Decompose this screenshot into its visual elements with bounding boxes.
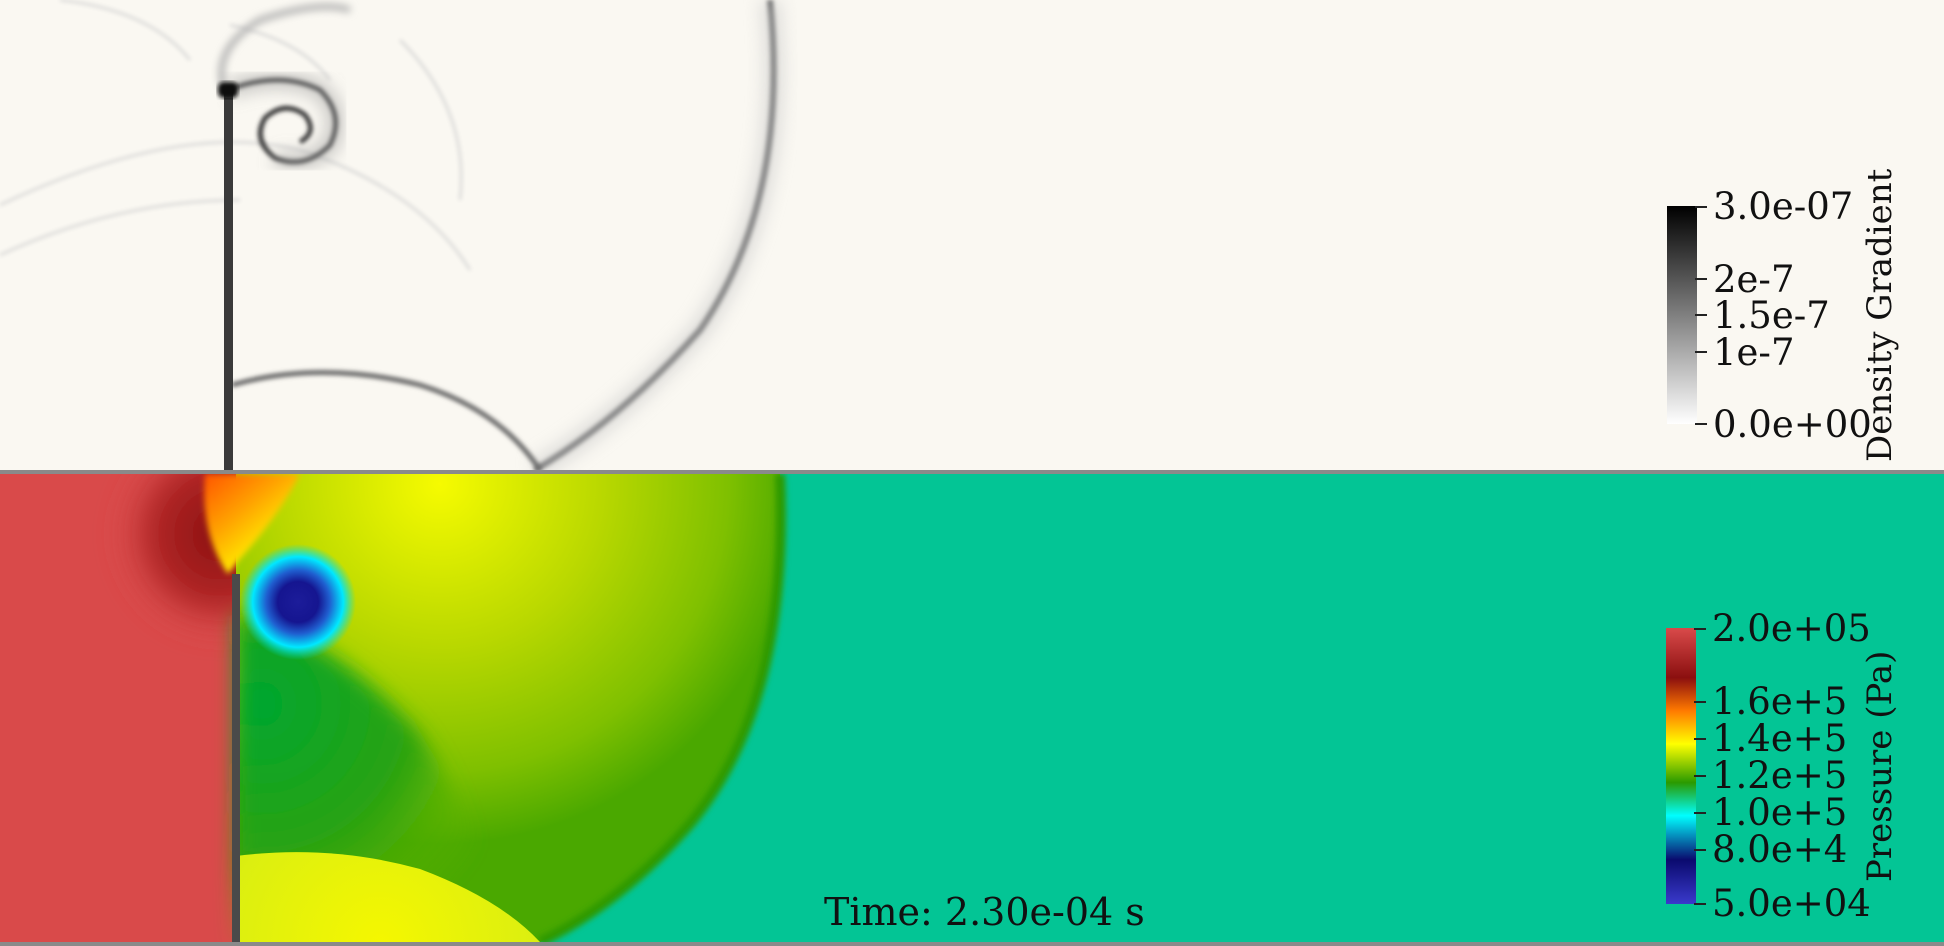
- pressure-splitter-plate: [232, 574, 240, 942]
- density-gradient-panel: 3.0e-07 2e-7 1.5e-7 1e-7 0.0e+00 Density…: [0, 0, 1944, 470]
- density-gradient-field: [0, 0, 785, 470]
- pressure-colorbar-title: Pressure (Pa): [1860, 650, 1900, 882]
- pressure-colorbar-gradient: [1666, 628, 1696, 904]
- pressure-tick-1.6e5: 1.6e+5: [1712, 680, 1848, 723]
- bottom-border: [0, 942, 1944, 946]
- vortex-spiral: [224, 71, 345, 171]
- density-tick-1.5e-7: 1.5e-7: [1713, 294, 1830, 337]
- density-tick-min: 0.0e+00: [1713, 403, 1872, 446]
- pressure-field: [0, 474, 786, 942]
- plate-tip-region: [204, 474, 300, 574]
- vortex-low-pressure: [238, 542, 358, 662]
- density-tick-2e-7: 2e-7: [1713, 258, 1795, 301]
- panel-divider: [0, 470, 1944, 474]
- pressure-panel: 2.0e+05 1.6e+5 1.4e+5 1.2e+5 1.0e+5 8.0e…: [0, 474, 1944, 942]
- density-tick-1e-7: 1e-7: [1713, 331, 1795, 374]
- density-colorbar-title: Density Gradient: [1860, 168, 1900, 462]
- pressure-tick-1.4e5: 1.4e+5: [1712, 717, 1848, 760]
- pressure-tick-8.0e4: 8.0e+4: [1712, 828, 1848, 871]
- reflected-shock: [231, 370, 543, 470]
- reflected-wave-region: [236, 852, 540, 942]
- density-tick-max: 3.0e-07: [1713, 185, 1854, 228]
- pressure-tick-min: 5.0e+04: [1712, 882, 1871, 925]
- pressure-tick-1.0e5: 1.0e+5: [1712, 791, 1848, 834]
- pressure-tick-1.2e5: 1.2e+5: [1712, 754, 1848, 797]
- splitter-plate: [224, 90, 233, 470]
- pressure-tick-max: 2.0e+05: [1712, 607, 1871, 650]
- time-label: Time: 2.30e-04 s: [824, 890, 1145, 934]
- density-colorbar-gradient: [1667, 206, 1697, 424]
